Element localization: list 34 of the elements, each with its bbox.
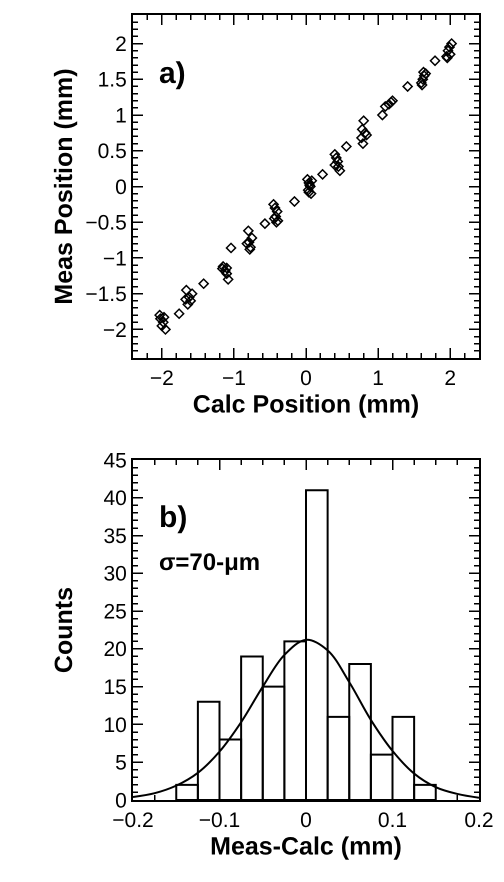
x-tick-label: 1	[372, 367, 384, 390]
y-tick-label: 15	[103, 676, 127, 700]
x-tick-label: −1	[222, 367, 246, 390]
y-tick-label: 20	[103, 638, 127, 662]
y-axis-title: Counts	[50, 586, 78, 674]
y-tick-label: 10	[103, 714, 127, 737]
y-tick-label: 0.5	[98, 140, 127, 164]
x-tick-label: −0.1	[198, 809, 240, 832]
y-tick-label: 5	[115, 752, 127, 775]
x-tick-label: 2	[444, 367, 456, 390]
y-tick-label: 1	[115, 104, 127, 128]
x-tick-label: 0.1	[378, 809, 408, 832]
annotation: σ=70-μm	[159, 549, 260, 576]
y-tick-label: −1	[102, 247, 127, 270]
y-tick-label: 0	[115, 176, 127, 199]
y-tick-label: 25	[103, 600, 127, 624]
y-tick-label: 40	[103, 487, 127, 510]
x-axis-title: Meas-Calc (mm)	[210, 832, 402, 861]
y-tick-label: 2	[115, 32, 127, 56]
y-tick-label: 45	[103, 449, 127, 472]
x-tick-label: 0	[300, 367, 312, 390]
annotation: b)	[159, 501, 188, 534]
annotation: a)	[159, 57, 186, 90]
x-axis-title: Calc Position (mm)	[192, 390, 420, 419]
y-tick-label: −1.5	[85, 283, 127, 306]
y-tick-label: 35	[103, 524, 127, 548]
y-tick-label: 1.5	[98, 68, 127, 92]
x-tick-label: 0	[300, 809, 312, 832]
x-tick-label: −2	[150, 367, 174, 390]
y-tick-label: −2	[102, 318, 127, 342]
x-tick-label: 0.2	[464, 809, 494, 832]
y-axis-title: Meas Position (mm)	[50, 68, 78, 305]
y-tick-label: 30	[103, 562, 127, 586]
y-tick-label: −0.5	[85, 212, 127, 235]
